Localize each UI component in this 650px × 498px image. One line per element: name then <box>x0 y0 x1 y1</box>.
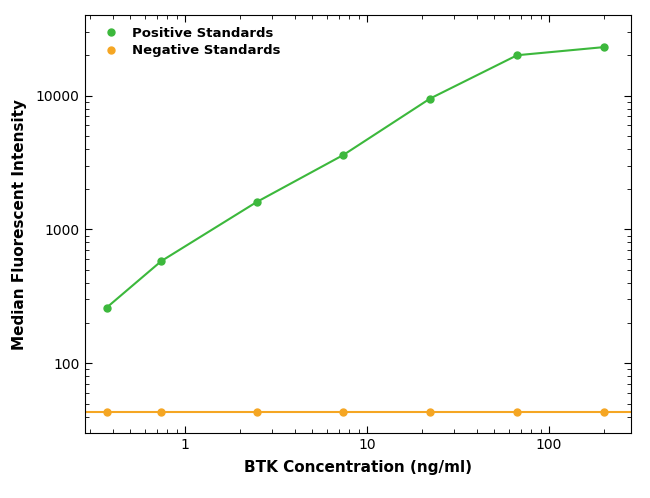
Negative Standards <box>600 409 608 415</box>
Negative Standards <box>514 409 521 415</box>
Positive Standards <box>253 199 261 205</box>
Negative Standards <box>339 409 347 415</box>
Line: Positive Standards: Positive Standards <box>103 44 607 311</box>
Legend: Positive Standards, Negative Standards: Positive Standards, Negative Standards <box>91 21 286 63</box>
Positive Standards <box>426 96 434 102</box>
Positive Standards <box>339 152 347 158</box>
Positive Standards <box>157 258 165 264</box>
Positive Standards <box>600 44 608 50</box>
Line: Negative Standards: Negative Standards <box>103 409 607 416</box>
Negative Standards <box>426 409 434 415</box>
X-axis label: BTK Concentration (ng/ml): BTK Concentration (ng/ml) <box>244 461 471 476</box>
Positive Standards <box>514 52 521 58</box>
Positive Standards <box>103 305 111 311</box>
Negative Standards <box>253 409 261 415</box>
Y-axis label: Median Fluorescent Intensity: Median Fluorescent Intensity <box>12 99 27 350</box>
Negative Standards <box>157 409 165 415</box>
Negative Standards <box>103 409 111 415</box>
